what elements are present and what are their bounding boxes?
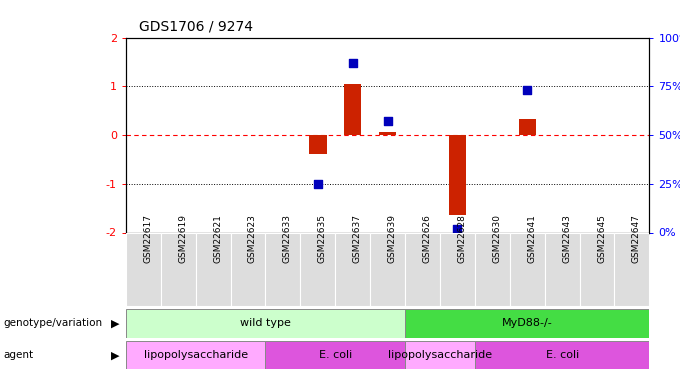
Bar bbox=[475, 341, 649, 369]
Bar bbox=[231, 232, 265, 306]
Point bbox=[312, 181, 323, 187]
Bar bbox=[370, 232, 405, 306]
Bar bbox=[301, 232, 335, 306]
Bar bbox=[126, 232, 160, 306]
Point bbox=[347, 60, 358, 66]
Text: E. coli: E. coli bbox=[319, 350, 352, 360]
Bar bbox=[265, 232, 301, 306]
Text: E. coli: E. coli bbox=[545, 350, 579, 360]
Bar bbox=[379, 132, 396, 135]
Bar bbox=[449, 135, 466, 215]
Bar bbox=[405, 309, 649, 338]
Bar bbox=[510, 232, 545, 306]
Bar bbox=[518, 119, 536, 135]
Text: GSM22647: GSM22647 bbox=[632, 214, 641, 263]
Text: MyD88-/-: MyD88-/- bbox=[502, 318, 553, 328]
Text: GSM22621: GSM22621 bbox=[213, 214, 222, 263]
Text: GSM22643: GSM22643 bbox=[562, 214, 571, 263]
Bar bbox=[405, 341, 475, 369]
Bar bbox=[335, 232, 370, 306]
Bar bbox=[126, 341, 265, 369]
Text: GSM22635: GSM22635 bbox=[318, 214, 327, 263]
Text: GSM22619: GSM22619 bbox=[178, 214, 187, 263]
Point bbox=[522, 87, 532, 93]
Text: GSM22639: GSM22639 bbox=[388, 214, 396, 263]
Bar bbox=[196, 232, 231, 306]
Text: agent: agent bbox=[3, 350, 33, 360]
Bar bbox=[405, 232, 440, 306]
Text: genotype/variation: genotype/variation bbox=[3, 318, 103, 328]
Point bbox=[382, 118, 393, 124]
Text: wild type: wild type bbox=[240, 318, 291, 328]
Text: GSM22626: GSM22626 bbox=[422, 214, 432, 263]
Text: GSM22633: GSM22633 bbox=[283, 214, 292, 263]
Text: GSM22628: GSM22628 bbox=[458, 214, 466, 263]
Point bbox=[452, 226, 463, 232]
Text: GSM22630: GSM22630 bbox=[492, 214, 501, 263]
Text: GSM22623: GSM22623 bbox=[248, 214, 257, 263]
Text: GSM22617: GSM22617 bbox=[143, 214, 152, 263]
Bar bbox=[344, 84, 361, 135]
Bar bbox=[615, 232, 649, 306]
Text: GSM22641: GSM22641 bbox=[527, 214, 537, 263]
Text: ▶: ▶ bbox=[110, 350, 119, 360]
Bar bbox=[265, 341, 405, 369]
Text: lipopolysaccharide: lipopolysaccharide bbox=[388, 350, 492, 360]
Text: lipopolysaccharide: lipopolysaccharide bbox=[143, 350, 248, 360]
Bar bbox=[475, 232, 510, 306]
Bar bbox=[579, 232, 615, 306]
Bar bbox=[126, 309, 405, 338]
Text: GSM22645: GSM22645 bbox=[597, 214, 606, 263]
Bar bbox=[545, 232, 579, 306]
Bar bbox=[440, 232, 475, 306]
Text: ▶: ▶ bbox=[110, 318, 119, 328]
Text: GSM22637: GSM22637 bbox=[353, 214, 362, 263]
Bar bbox=[309, 135, 326, 153]
Text: GDS1706 / 9274: GDS1706 / 9274 bbox=[139, 20, 254, 34]
Bar bbox=[160, 232, 196, 306]
